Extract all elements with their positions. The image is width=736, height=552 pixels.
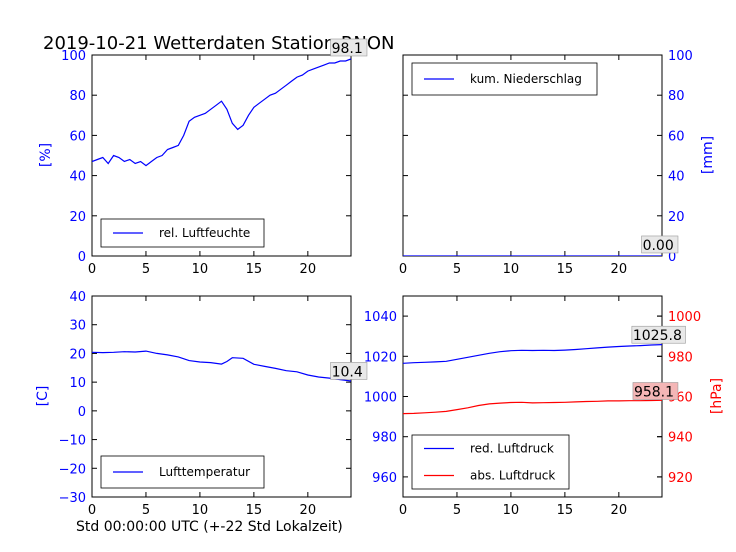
y-tick-label: 0 (78, 405, 86, 420)
y-tick-label: 10 (69, 376, 86, 391)
x-tick-label: 20 (611, 262, 628, 277)
y2-tick-label: 920 (668, 471, 693, 486)
y-tick-label: 40 (69, 170, 86, 185)
x-tick-label: 20 (300, 262, 317, 277)
x-axis-label: Std 00:00:00 UTC (+-22 Std Lokalzeit) (76, 519, 343, 535)
x-tick-label: 15 (246, 262, 263, 277)
annotation-value-0: 1025.8 (633, 328, 682, 344)
annotation-value-0: 98.1 (332, 41, 363, 57)
annotation-value-0: 0.00 (643, 238, 674, 254)
y-tick-label: 0 (78, 250, 86, 265)
x-tick-label: 5 (453, 262, 461, 277)
series-line-0 (403, 344, 662, 364)
x-tick-label: 15 (246, 503, 263, 518)
x-tick-label: 0 (88, 503, 96, 518)
panel-humidity: 0 5 10 15 20 0 20 40 60 80 100 [%] 98.1 rel. Luftfeuc… (38, 38, 368, 277)
y-tick-label: 960 (372, 471, 397, 486)
series-line-0 (92, 350, 351, 382)
x-tick-label: 20 (300, 503, 317, 518)
y-tick-label: 980 (372, 431, 397, 446)
series-line-1 (403, 399, 662, 415)
x-tick-label: 20 (611, 503, 628, 518)
y-tick-label: −30 (59, 491, 86, 506)
annotation-box-0 (631, 325, 686, 344)
x-tick-label: 10 (192, 503, 209, 518)
legend-box (411, 62, 598, 96)
legend-box (411, 434, 570, 490)
y-tick-label: 20 (69, 347, 86, 362)
y-tick-label: 30 (69, 319, 86, 334)
y-axis-label: [%] (38, 143, 54, 167)
x-tick-label: 0 (399, 503, 407, 518)
legend-label-1: abs. Luftdruck (470, 469, 555, 483)
x-tick-label: 10 (503, 262, 520, 277)
x-tick-label: 10 (192, 262, 209, 277)
x-tick-label: 0 (399, 262, 407, 277)
annotation-box-1 (632, 382, 679, 400)
y-tick-label: 1000 (364, 391, 397, 406)
chart-title: 2019-10-21 Wetterdaten Station RNON (43, 33, 394, 54)
panel-pressure: 0 5 10 15 2096098010001020104092094096098010… (364, 295, 725, 518)
y2-tick-label: 980 (668, 350, 693, 365)
x-tick-label: 5 (142, 503, 150, 518)
panel-precipitation: 0 5 10 15 20 0 20 40 60 80 100 [mm] 0.00 kum. Nieders… (399, 49, 716, 277)
x-tick-label: 15 (557, 262, 574, 277)
panel-temperature: 0 5 10 15 20 −30 −20 −10 0 10 20 30 40 [C] 10.4 Lufttem… (35, 290, 368, 518)
annotation-box-0 (330, 362, 368, 380)
y-tick-label: 0 (668, 250, 676, 265)
y-axis-label: [C] (35, 386, 51, 407)
y-tick-label: 40 (668, 170, 685, 185)
annotation-box-0 (330, 38, 368, 57)
series-line-0 (92, 58, 351, 167)
annotation-value-0: 10.4 (332, 364, 363, 380)
y-tick-label: 1020 (364, 350, 397, 365)
y-tick-label: −10 (59, 434, 86, 449)
y-tick-label: −20 (59, 462, 86, 477)
y-tick-label: 100 (668, 49, 693, 64)
x-tick-label: 5 (142, 262, 150, 277)
legend-label-0: red. Luftdruck (470, 442, 554, 456)
x-tick-label: 0 (88, 262, 96, 277)
y-axis-label: [mm] (700, 136, 716, 174)
y-tick-label: 100 (61, 49, 86, 64)
y-tick-label: 60 (668, 129, 685, 144)
y-tick-label: 80 (668, 89, 685, 104)
legend-label-0: rel. Luftfeuchte (159, 226, 250, 240)
y-tick-label: 20 (69, 210, 86, 225)
y-tick-label: 80 (69, 89, 86, 104)
legend-label-0: kum. Niederschlag (470, 72, 582, 86)
annotation-box-0 (641, 235, 679, 254)
y-tick-label: 20 (668, 210, 685, 225)
y-tick-label: 60 (69, 129, 86, 144)
y2-tick-label: 1000 (668, 310, 701, 325)
x-tick-label: 15 (557, 503, 574, 518)
y-tick-label: 1040 (364, 310, 397, 325)
x-tick-label: 10 (503, 503, 520, 518)
x-tick-label: 5 (453, 503, 461, 518)
y2-tick-label: 940 (668, 431, 693, 446)
annotation-value-1: 958.1 (634, 385, 674, 401)
legend-label-0: Lufttemperatur (159, 465, 250, 479)
y-tick-label: 40 (69, 290, 86, 305)
y-axis-label: [hPa] (709, 378, 725, 414)
